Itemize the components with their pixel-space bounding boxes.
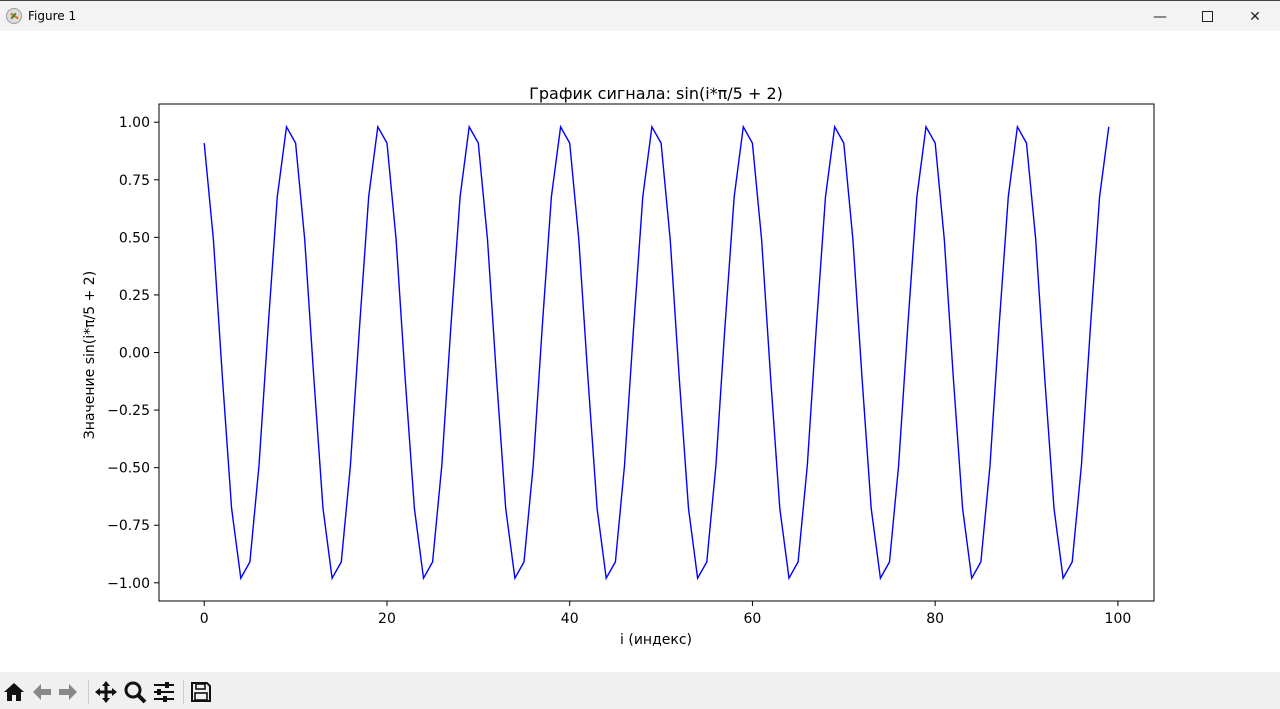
minimize-button[interactable]: —: [1137, 1, 1183, 32]
y-tick-label: 0.25: [119, 288, 150, 304]
window-titlebar: Figure 1 — ✕: [0, 0, 1280, 31]
x-tick-label: 0: [200, 611, 209, 627]
navigation-toolbar: [0, 672, 1280, 709]
zoom-button[interactable]: [123, 680, 147, 704]
x-tick-label: 60: [744, 611, 762, 627]
chart: График сигнала: sin(i*π/5 + 2) 0 20 40 60 80…: [82, 84, 1155, 648]
x-tick-label: 20: [378, 611, 396, 627]
forward-button[interactable]: [56, 680, 80, 704]
y-tick-label: 1.00: [119, 115, 150, 131]
y-tick-label: −0.75: [107, 518, 150, 534]
toolbar-separator: [88, 680, 89, 704]
back-button[interactable]: [30, 680, 54, 704]
configure-subplots-icon: [154, 682, 174, 702]
y-tick-label: 0.00: [119, 346, 150, 362]
x-tick-label: 80: [926, 611, 944, 627]
save-button[interactable]: [189, 680, 213, 704]
axes-frame: [158, 103, 1155, 602]
x-axis-label: i (индекс): [620, 632, 692, 648]
save-icon: [191, 682, 211, 702]
y-tick-label: −0.25: [107, 403, 150, 419]
minimize-icon: —: [1153, 8, 1167, 25]
maximize-button[interactable]: [1184, 1, 1230, 32]
chart-title: График сигнала: sin(i*π/5 + 2): [529, 84, 783, 103]
maximize-icon: [1201, 11, 1213, 22]
toolbar-separator: [183, 680, 184, 704]
matplotlib-icon: [6, 8, 22, 24]
home-icon: [4, 683, 24, 701]
x-tick-label: 40: [561, 611, 579, 627]
configure-subplots-button[interactable]: [152, 680, 176, 704]
close-icon: ✕: [1249, 8, 1261, 25]
home-button[interactable]: [2, 680, 26, 704]
zoom-icon: [124, 681, 147, 704]
back-icon: [33, 684, 51, 700]
pan-button[interactable]: [94, 680, 118, 704]
y-tick-label: 0.50: [119, 230, 150, 246]
x-tick-label: 100: [1105, 611, 1132, 627]
pan-icon: [95, 681, 117, 703]
y-tick-label: 0.75: [119, 173, 150, 189]
series-line: [203, 124, 1110, 581]
y-tick-label: −0.50: [107, 461, 150, 477]
close-button[interactable]: ✕: [1232, 1, 1278, 32]
y-axis-label: Значение sin(i*π/5 + 2): [82, 271, 98, 439]
forward-icon: [59, 684, 77, 700]
y-tick-label: −1.00: [107, 576, 150, 592]
window-title: Figure 1: [28, 9, 77, 23]
